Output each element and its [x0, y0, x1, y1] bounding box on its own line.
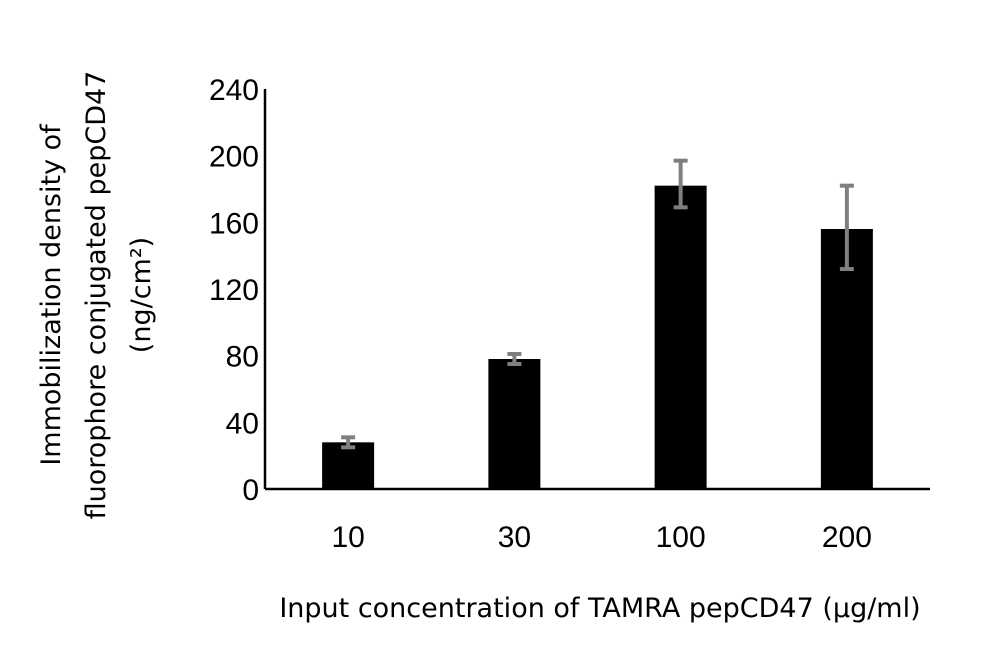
y-tick-label: 0: [242, 474, 259, 507]
y-tick-label: 120: [209, 274, 259, 307]
y-tick-label: 40: [226, 407, 259, 440]
y-axis-title-line-1: Immobilization density of: [36, 123, 67, 466]
x-tick-label: 200: [822, 521, 872, 554]
error-bar: [341, 435, 356, 450]
bar: [820, 229, 873, 489]
y-tick-label: 160: [209, 207, 259, 240]
error-bar: [507, 352, 522, 366]
x-tick-labels: 10 30 100 200: [331, 521, 871, 554]
y-tick-labels: 0 40 80 120 160 200 240: [209, 74, 259, 507]
bar: [488, 359, 541, 489]
bar: [322, 442, 375, 489]
error-bars-group: [341, 158, 854, 450]
y-axis-title-line-3: (ng/cm²): [126, 237, 157, 353]
x-axis-title: Input concentration of TAMRA pepCD47 (µg…: [279, 593, 920, 624]
error-bar: [673, 158, 688, 210]
x-tick-label: 30: [498, 521, 531, 554]
y-axis-title-line-2: fluorophore conjugated pepCD47: [81, 71, 112, 520]
y-axis-title: Immobilization density of fluorophore co…: [36, 71, 157, 520]
error-bar: [839, 183, 854, 271]
bars-group: [322, 185, 873, 489]
y-tick-label: 80: [226, 341, 259, 374]
x-tick-label: 10: [331, 521, 364, 554]
bar: [654, 185, 707, 489]
y-tick-label: 240: [209, 74, 259, 107]
y-tick-label: 200: [209, 141, 259, 174]
x-tick-label: 100: [656, 521, 706, 554]
